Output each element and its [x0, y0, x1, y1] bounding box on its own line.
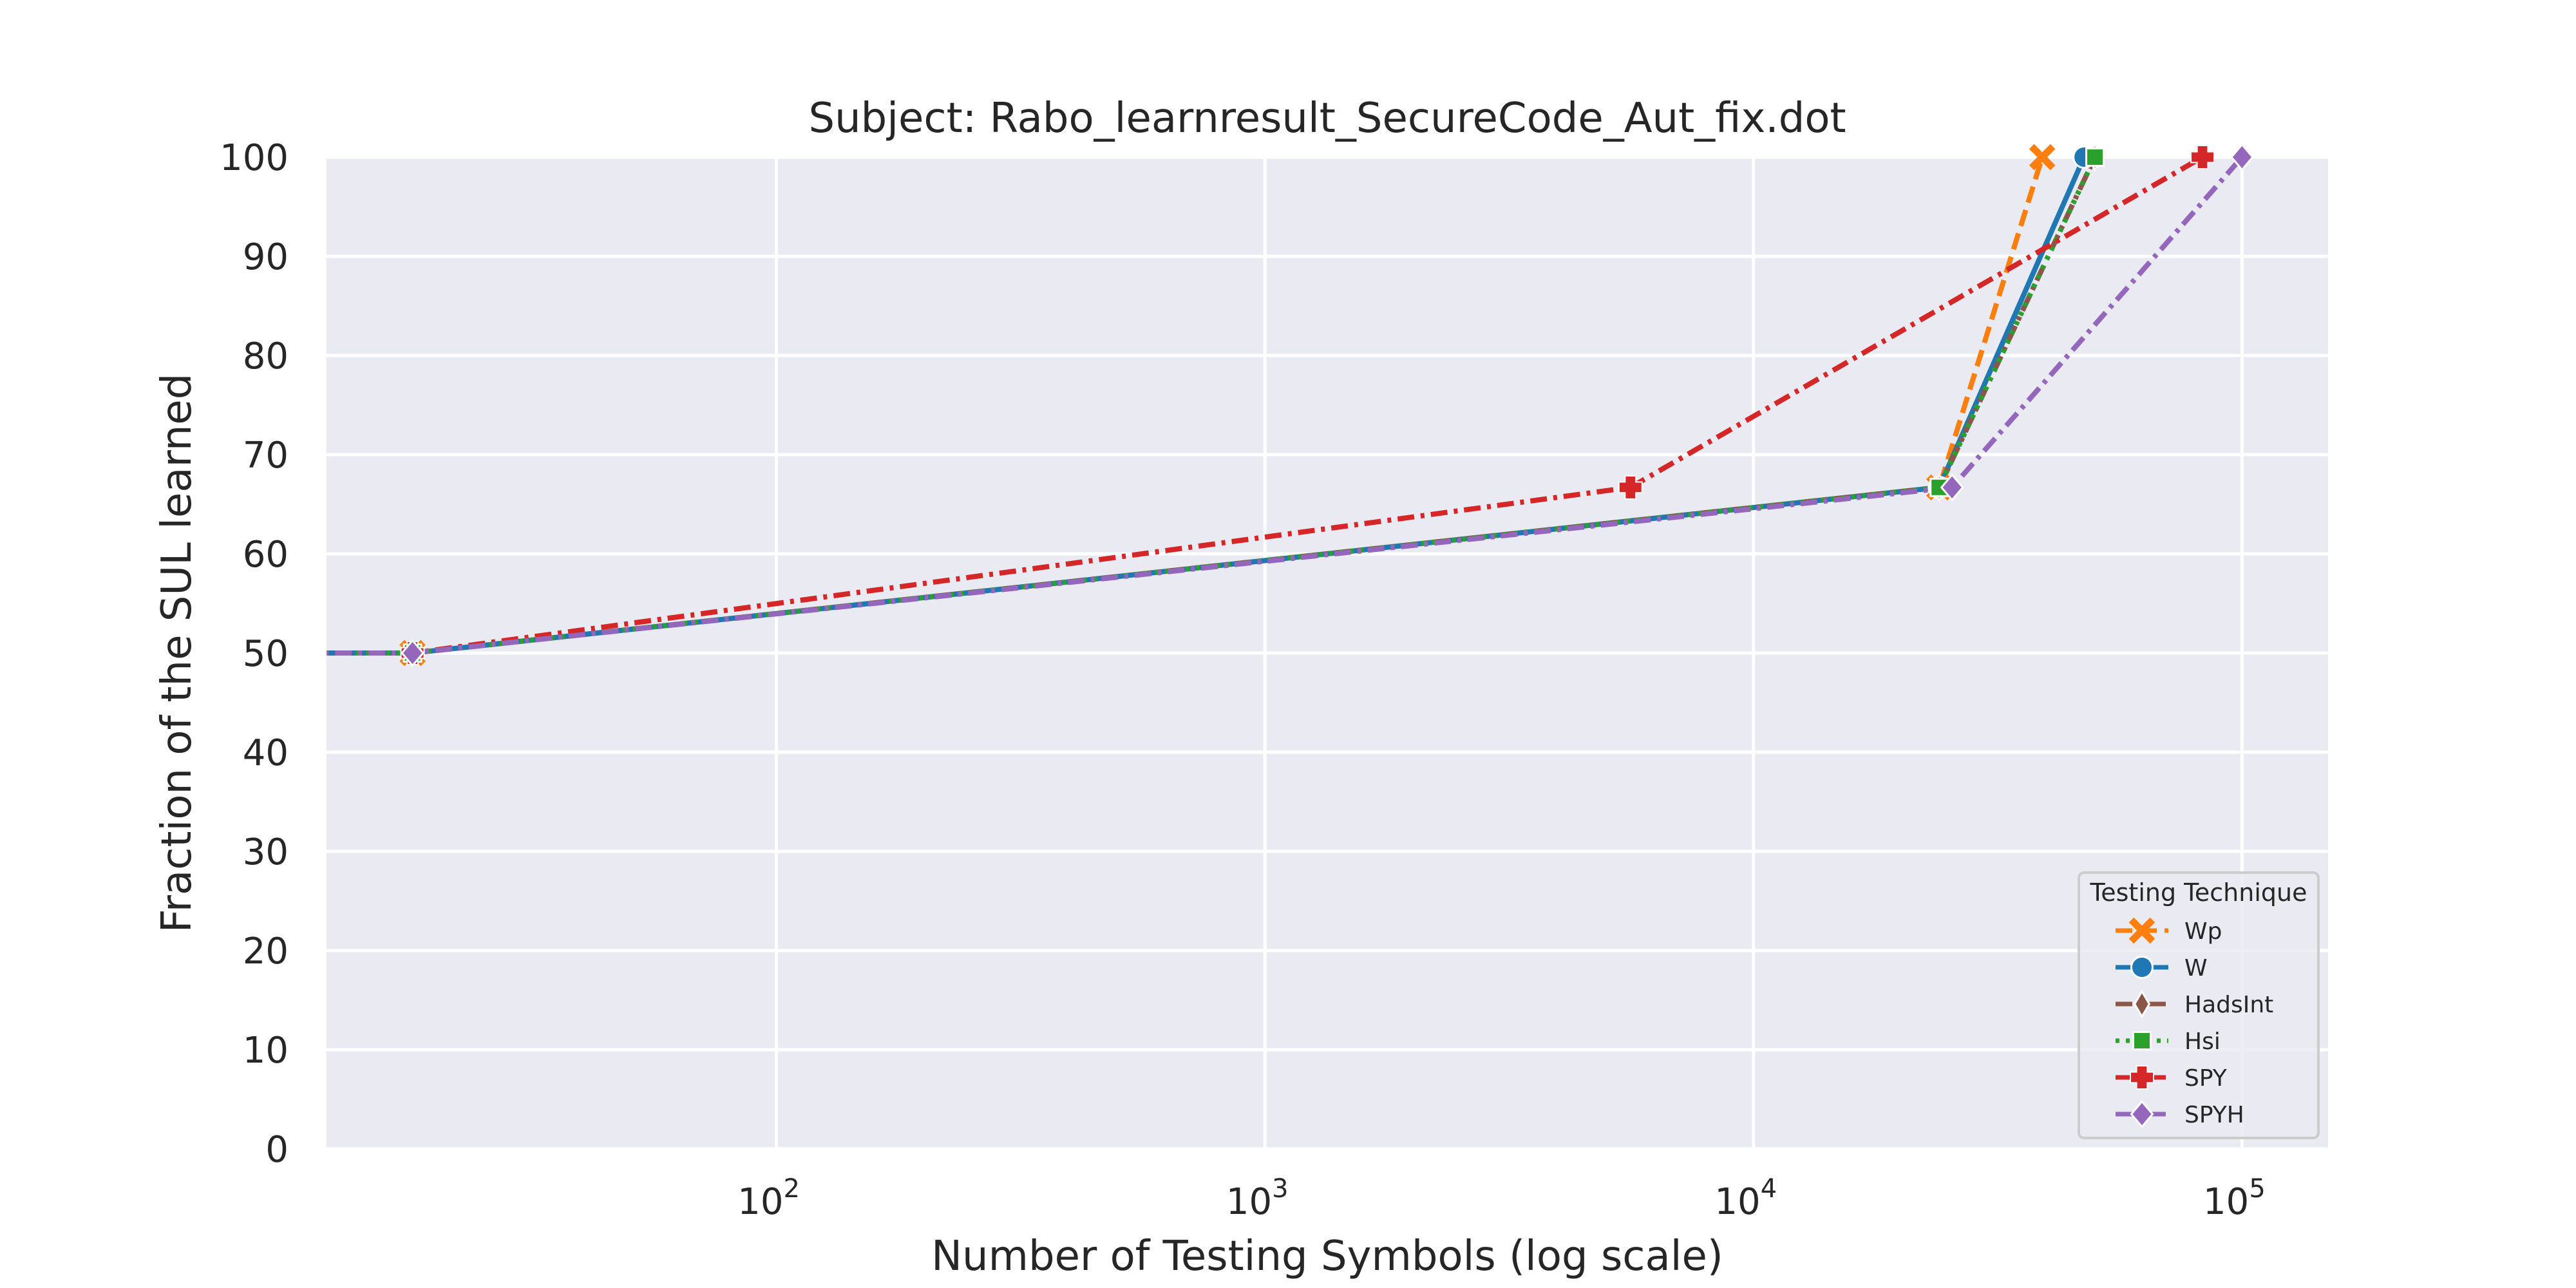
- x-tick-label: 103: [1226, 1174, 1289, 1223]
- legend-item-hsi: Hsi: [2116, 1028, 2221, 1055]
- y-tick-label: 20: [243, 931, 289, 972]
- legend-items: Wp W HadsInt Hsi SPY SPYH: [2116, 917, 2273, 1128]
- data-point-spyh: [1940, 473, 1964, 502]
- y-tick-label: 40: [243, 732, 289, 774]
- data-point-spyh: [2230, 143, 2254, 171]
- y-tick-label: 100: [220, 137, 289, 179]
- legend-item-hadsint: HadsInt: [2116, 989, 2273, 1019]
- x-tick-label: 105: [2203, 1174, 2266, 1223]
- y-tick-label: 50: [243, 633, 289, 675]
- y-tick-label: 90: [243, 236, 289, 278]
- legend-marker-hadsint: [2133, 989, 2151, 1019]
- grid: [327, 155, 2328, 1151]
- data-point-spyh: [401, 639, 425, 667]
- series-layer: [327, 157, 2244, 656]
- series-line-spyh: [327, 157, 2244, 656]
- legend-marker-spy: [2130, 1065, 2154, 1090]
- data-point-spy: [1618, 475, 1643, 500]
- x-tick-label: 102: [737, 1174, 800, 1223]
- legend: Testing Technique Wp W HadsInt Hsi SPY SPYH: [2078, 871, 2320, 1139]
- marker-layer: [399, 142, 2254, 668]
- legend-label-spyh: SPYH: [2184, 1102, 2244, 1128]
- x-tick-labels: 102 103 104 105: [737, 1174, 2266, 1223]
- y-tick-label: 30: [243, 831, 289, 873]
- legend-item-wp: Wp: [2116, 917, 2222, 945]
- legend-item-w: W: [2116, 955, 2208, 981]
- y-tick-labels: 0 10 20 30 40 50 60 70 80 90 100: [220, 137, 289, 1171]
- y-tick-label: 10: [243, 1030, 289, 1072]
- legend-marker-spyh: [2130, 1100, 2154, 1128]
- chart-title: Subject: Rabo_learnresult_SecureCode_Aut…: [808, 95, 1846, 142]
- legend-label-spy: SPY: [2184, 1065, 2228, 1092]
- x-axis-label: Number of Testing Symbols (log scale): [931, 1233, 1723, 1280]
- legend-marker-wp: [2128, 917, 2155, 944]
- y-tick-label: 60: [243, 534, 289, 576]
- legend-label-hsi: Hsi: [2184, 1028, 2221, 1055]
- legend-title: Testing Technique: [2089, 878, 2307, 907]
- legend-marker-hsi: [2132, 1031, 2152, 1050]
- legend-label-hadsint: HadsInt: [2184, 992, 2273, 1018]
- y-tick-label: 80: [243, 336, 289, 377]
- legend-marker-w: [2130, 956, 2154, 979]
- y-axis-label: Fraction of the SUL learned: [153, 374, 201, 933]
- data-point-wp: [2029, 144, 2056, 171]
- y-tick-label: 0: [265, 1129, 289, 1171]
- data-point-hsi: [2085, 147, 2105, 167]
- x-tick-label: 104: [1714, 1174, 1777, 1223]
- data-point-spy: [2190, 145, 2215, 169]
- legend-label-wp: Wp: [2184, 918, 2222, 945]
- legend-item-spyh: SPYH: [2116, 1100, 2244, 1128]
- legend-label-w: W: [2184, 955, 2208, 981]
- y-tick-label: 70: [243, 435, 289, 477]
- legend-item-spy: SPY: [2116, 1065, 2228, 1092]
